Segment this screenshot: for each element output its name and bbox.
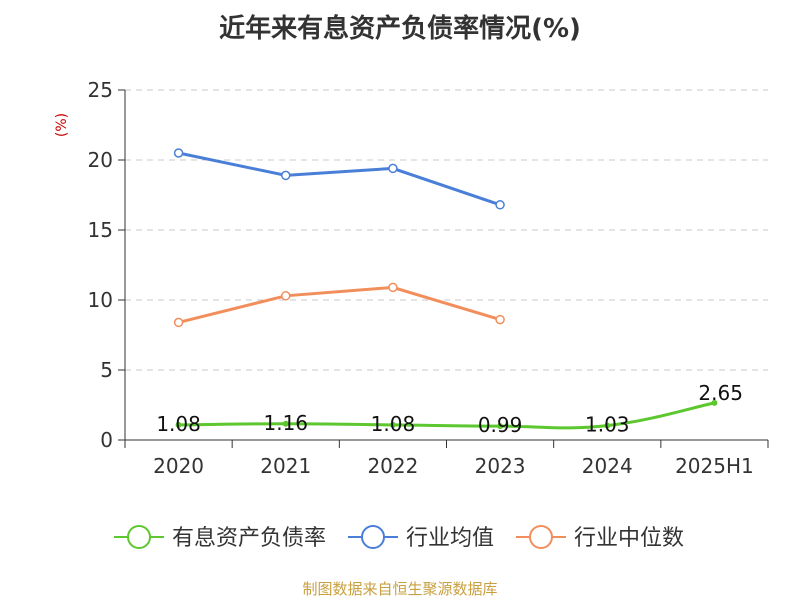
x-tick-label: 2021 <box>260 454 311 478</box>
data-point <box>388 282 398 293</box>
data-label: 1.08 <box>156 412 201 436</box>
series-line <box>178 401 715 430</box>
data-point <box>497 423 504 430</box>
legend-marker <box>127 525 151 549</box>
y-tick-label: 25 <box>88 78 113 102</box>
data-label: 1.08 <box>371 412 416 436</box>
legend-marker <box>361 525 385 549</box>
y-tick-label: 5 <box>100 358 113 382</box>
data-point <box>388 163 398 174</box>
data-point <box>495 200 505 210</box>
y-axis-label: (%) <box>54 113 70 137</box>
legend-marker <box>529 525 553 549</box>
data-point <box>175 421 182 428</box>
y-tick-label: 10 <box>88 288 113 312</box>
y-tick-label: 15 <box>88 218 113 242</box>
data-label: 1.03 <box>585 413 630 437</box>
data-label: 1.16 <box>263 411 308 435</box>
legend-label: 行业中位数 <box>574 526 684 551</box>
data-point <box>281 170 291 181</box>
legend-label: 行业均值 <box>406 526 494 551</box>
data-point <box>389 421 396 428</box>
data-label: 2.65 <box>698 381 743 405</box>
x-tick-label: 2025H1 <box>675 454 754 478</box>
data-point <box>282 420 289 427</box>
data-label: 0.99 <box>478 413 523 437</box>
source-note: 制图数据来自恒生聚源数据库 <box>302 580 498 598</box>
data-point <box>281 291 291 301</box>
data-point <box>173 317 184 328</box>
y-tick-label: 0 <box>100 428 113 452</box>
data-point <box>173 148 184 158</box>
x-tick-label: 2022 <box>367 454 418 478</box>
data-point <box>711 399 718 406</box>
data-point <box>495 314 505 325</box>
series-line <box>178 285 501 324</box>
legend-label: 有息资产负债率 <box>172 526 326 551</box>
x-tick-label: 2024 <box>582 454 633 478</box>
series-line <box>178 151 501 207</box>
chart-title: 近年来有息资产负债率情况(%) <box>219 14 581 44</box>
y-tick-label: 20 <box>88 148 113 172</box>
data-point <box>604 422 611 429</box>
x-tick-label: 2020 <box>153 454 204 478</box>
x-tick-label: 2023 <box>475 454 526 478</box>
